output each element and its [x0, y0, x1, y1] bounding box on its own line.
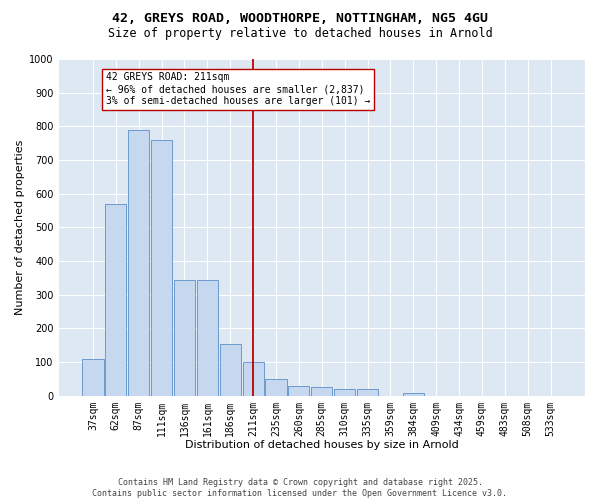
Text: Contains HM Land Registry data © Crown copyright and database right 2025.
Contai: Contains HM Land Registry data © Crown c…: [92, 478, 508, 498]
Bar: [197, 280, 218, 396]
Bar: [220, 344, 241, 396]
Bar: [265, 379, 287, 396]
Bar: [128, 130, 149, 396]
Y-axis label: Number of detached properties: Number of detached properties: [15, 140, 25, 315]
Bar: [289, 386, 310, 396]
Bar: [106, 204, 127, 396]
Bar: [242, 362, 263, 396]
Bar: [151, 140, 172, 396]
Bar: [403, 393, 424, 396]
Bar: [174, 280, 195, 396]
Bar: [334, 389, 355, 396]
Bar: [82, 358, 104, 396]
X-axis label: Distribution of detached houses by size in Arnold: Distribution of detached houses by size …: [185, 440, 458, 450]
Text: 42, GREYS ROAD, WOODTHORPE, NOTTINGHAM, NG5 4GU: 42, GREYS ROAD, WOODTHORPE, NOTTINGHAM, …: [112, 12, 488, 26]
Bar: [311, 388, 332, 396]
Text: Size of property relative to detached houses in Arnold: Size of property relative to detached ho…: [107, 28, 493, 40]
Text: 42 GREYS ROAD: 211sqm
← 96% of detached houses are smaller (2,837)
3% of semi-de: 42 GREYS ROAD: 211sqm ← 96% of detached …: [106, 72, 370, 106]
Bar: [357, 389, 378, 396]
